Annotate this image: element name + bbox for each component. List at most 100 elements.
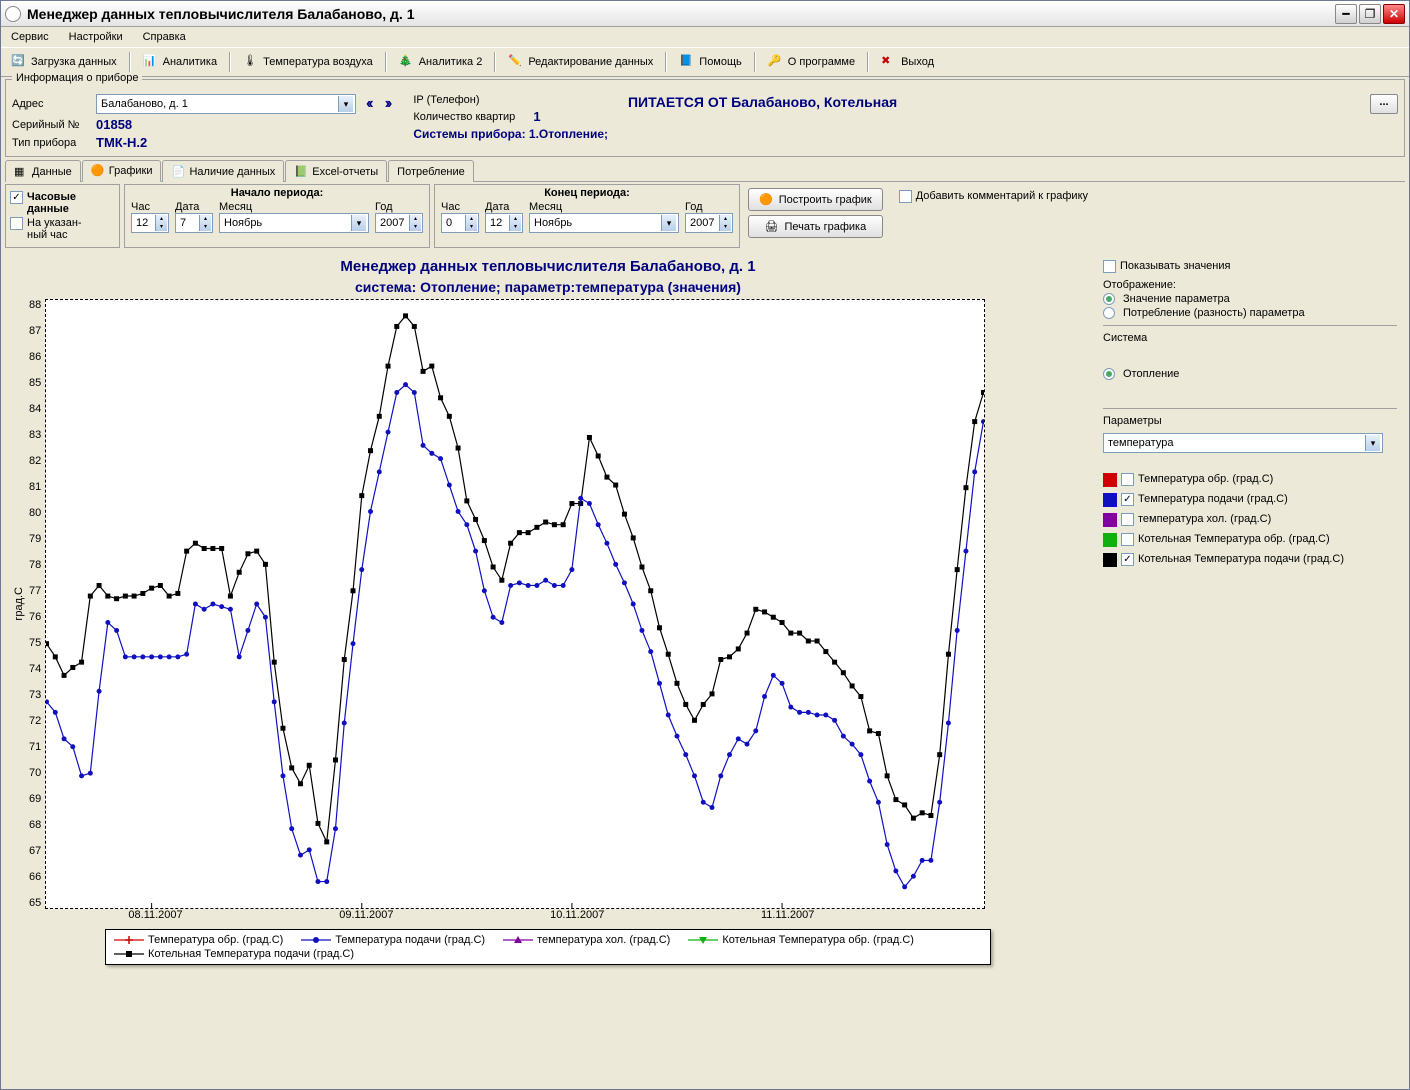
- tabs: ▦Данные 🟠Графики 📄Наличие данных 📗Excel-…: [5, 159, 1405, 182]
- pie-icon: 🟠: [759, 193, 773, 206]
- series-checkbox-0[interactable]: [1121, 473, 1134, 486]
- start-period-box: Начало периода: Час12 Дата7 МесяцНоябрь …: [124, 184, 430, 248]
- help-icon: 📘: [679, 54, 695, 70]
- device-info-title: Информация о приборе: [12, 72, 142, 84]
- add-comment-checkbox[interactable]: [899, 190, 912, 203]
- series-swatch-2: [1103, 513, 1117, 527]
- legend-marker-4: [114, 948, 144, 960]
- about-icon: 🔑: [768, 54, 784, 70]
- apts-label: Количество квартир: [413, 111, 515, 123]
- tb-exit[interactable]: ✖Выход: [872, 50, 943, 74]
- tab-availability[interactable]: 📄Наличие данных: [162, 160, 284, 182]
- device-info-group: Информация о приборе Адрес Балабаново, д…: [5, 79, 1405, 157]
- tab-charts[interactable]: 🟠Графики: [82, 160, 162, 182]
- tree-icon: 🎄: [399, 54, 415, 70]
- tb-load-data[interactable]: 🔄Загрузка данных: [2, 50, 126, 74]
- end-date-spin[interactable]: 12: [485, 213, 523, 233]
- hourly-checkbox[interactable]: ✓: [10, 191, 23, 204]
- legend-marker-3: [688, 934, 718, 946]
- systems-label: Системы прибора: 1.Отопление;: [413, 127, 608, 141]
- y-axis-ticks: 8887868584838281807978777675747372717069…: [25, 299, 45, 909]
- end-month-combo[interactable]: Ноябрь: [529, 213, 679, 233]
- data-icon: ▦: [14, 165, 28, 179]
- edit-icon: ✏️: [508, 54, 524, 70]
- legend-label-2: температура хол. (град.C): [537, 934, 670, 946]
- tb-about[interactable]: 🔑О программе: [759, 50, 864, 74]
- legend-marker-0: [114, 934, 144, 946]
- side-panel: Показывать значения Отображение: Значени…: [1095, 254, 1405, 1085]
- legend-marker-2: [503, 934, 533, 946]
- hourly-options: ✓Часовые данные На указан- ный час: [5, 184, 120, 248]
- tb-edit-data[interactable]: ✏️Редактирование данных: [499, 50, 662, 74]
- at-hour-checkbox[interactable]: [10, 217, 23, 230]
- tb-analytics2[interactable]: 🎄Аналитика 2: [390, 50, 492, 74]
- chart-icon: 📊: [143, 54, 159, 70]
- print-chart-button[interactable]: 🖨Печать графика: [748, 215, 883, 238]
- chart-tab-icon: 🟠: [91, 164, 105, 178]
- tab-consumption[interactable]: Потребление: [388, 160, 474, 182]
- tb-analytics[interactable]: 📊Аналитика: [134, 50, 226, 74]
- menu-help[interactable]: Справка: [139, 29, 190, 45]
- start-hour-spin[interactable]: 12: [131, 213, 169, 233]
- series-label-2: температура хол. (град.C): [1138, 513, 1271, 525]
- menu-service[interactable]: Сервис: [7, 29, 53, 45]
- ip-label: IP (Телефон): [413, 94, 479, 106]
- tab-excel[interactable]: 📗Excel-отчеты: [285, 160, 387, 182]
- chart-legend: Температура обр. (град.C) Температура под…: [105, 929, 991, 965]
- series-checkbox-4[interactable]: ✓: [1121, 553, 1134, 566]
- chart-panel: Менеджер данных тепловычислителя Балабан…: [5, 254, 1091, 1085]
- radio-heating[interactable]: [1103, 368, 1115, 380]
- next-device-button[interactable]: ››: [381, 95, 394, 113]
- menu-settings[interactable]: Настройки: [65, 29, 127, 45]
- addr-combo[interactable]: Балабаново, д. 1: [96, 94, 356, 114]
- build-chart-button[interactable]: 🟠Построить график: [748, 188, 883, 211]
- radio-param-diff[interactable]: [1103, 307, 1115, 319]
- maximize-button[interactable]: ❐: [1359, 4, 1381, 24]
- refresh-icon: 🔄: [11, 54, 27, 70]
- start-month-combo[interactable]: Ноябрь: [219, 213, 369, 233]
- tb-help[interactable]: 📘Помощь: [670, 50, 751, 74]
- serial-value: 01858: [96, 117, 132, 132]
- series-label-1: Температура подачи (град.C): [1138, 493, 1288, 505]
- show-values-checkbox[interactable]: [1103, 260, 1116, 273]
- series-swatch-0: [1103, 473, 1117, 487]
- x-axis-ticks: 08.11.200709.11.200710.11.200711.11.2007: [53, 909, 993, 925]
- chart-title: Менеджер данных тепловычислителя Балабан…: [5, 254, 1091, 279]
- exit-icon: ✖: [881, 54, 897, 70]
- chart-plot: [45, 299, 985, 909]
- end-period-box: Конец периода: Час0 Дата12 МесяцНоябрь Г…: [434, 184, 740, 248]
- legend-label-0: Температура обр. (град.C): [148, 934, 283, 946]
- series-swatch-3: [1103, 533, 1117, 547]
- series-label-0: Температура обр. (град.C): [1138, 473, 1273, 485]
- end-hour-spin[interactable]: 0: [441, 213, 479, 233]
- series-checkbox-2[interactable]: [1121, 513, 1134, 526]
- type-label: Тип прибора: [12, 137, 90, 149]
- close-button[interactable]: ✕: [1383, 4, 1405, 24]
- minimize-button[interactable]: ━: [1335, 4, 1357, 24]
- legend-label-3: Котельная Температура обр. (град.C): [722, 934, 914, 946]
- type-value: ТМК-Н.2: [96, 135, 147, 150]
- legend-marker-1: [301, 934, 331, 946]
- series-checkbox-3[interactable]: [1121, 533, 1134, 546]
- start-year-spin[interactable]: 2007: [375, 213, 423, 233]
- fed-by-text: ПИТАЕТСЯ ОТ Балабаново, Котельная: [628, 94, 897, 110]
- series-checkbox-1[interactable]: ✓: [1121, 493, 1134, 506]
- thermo-icon: 🌡: [243, 54, 259, 70]
- end-year-spin[interactable]: 2007: [685, 213, 733, 233]
- app-icon: [5, 6, 21, 22]
- toolbar: 🔄Загрузка данных 📊Аналитика 🌡Температура…: [1, 47, 1409, 77]
- chart-subtitle: система: Отопление; параметр:температура…: [5, 279, 1091, 299]
- series-checkboxes: Температура обр. (град.C) ✓ Температура …: [1103, 473, 1397, 567]
- more-button[interactable]: ...: [1370, 94, 1398, 114]
- series-swatch-4: [1103, 553, 1117, 567]
- tb-air-temp[interactable]: 🌡Температура воздуха: [234, 50, 382, 74]
- titlebar: Менеджер данных тепловычислителя Балабан…: [1, 1, 1409, 27]
- param-combo[interactable]: температура: [1103, 433, 1383, 453]
- start-date-spin[interactable]: 7: [175, 213, 213, 233]
- window-title: Менеджер данных тепловычислителя Балабан…: [27, 6, 1335, 22]
- prev-device-button[interactable]: ‹‹: [362, 95, 375, 113]
- legend-label-1: Температура подачи (град.C): [335, 934, 485, 946]
- radio-param-value[interactable]: [1103, 293, 1115, 305]
- tab-data[interactable]: ▦Данные: [5, 160, 81, 182]
- serial-label: Серийный №: [12, 119, 90, 131]
